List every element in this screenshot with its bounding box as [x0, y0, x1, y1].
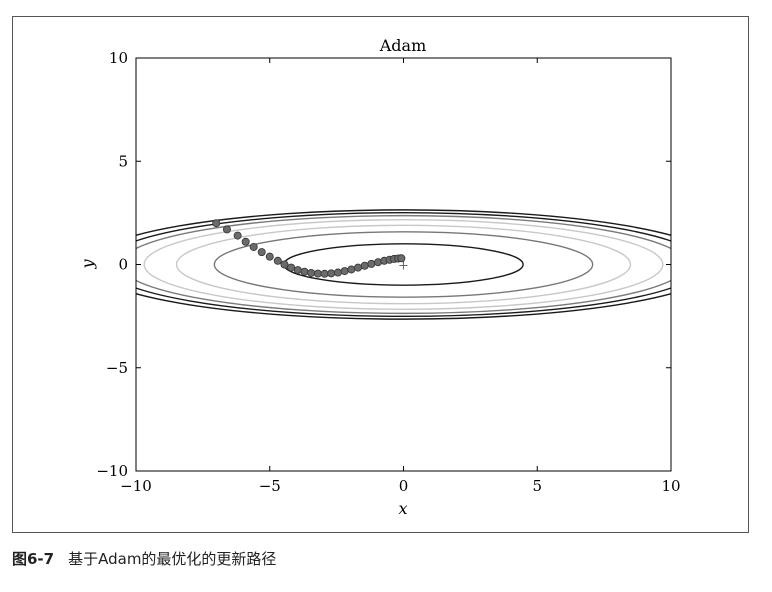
path-point-13: [313, 269, 322, 278]
contour-line-4: [136, 214, 671, 315]
contour-line-2: [175, 224, 632, 305]
path-point-5: [257, 248, 266, 257]
chart-title: Adam: [379, 36, 427, 55]
figure-caption: 图6-7 基于Adam的最优化的更新路径: [12, 548, 276, 569]
path-point-0: [212, 219, 221, 228]
x-tick-label-0: −10: [120, 477, 152, 495]
path-point-14: [320, 269, 329, 278]
y-tick-label-0: −10: [96, 462, 128, 480]
caption-text: 基于Adam的最优化的更新路径: [68, 550, 277, 568]
path-point-18: [347, 265, 356, 274]
adam-optimization-chart: + −10 −5 0 5 10 −10 −5 0 5 10 Adam x y: [78, 36, 681, 518]
path-point-2: [233, 231, 242, 240]
contour-lines: +: [136, 209, 671, 320]
path-point-8: [280, 260, 289, 269]
path-point-12: [307, 268, 316, 277]
x-tick-label-4: 10: [661, 477, 680, 495]
path-point-10: [293, 266, 302, 275]
path-point-11: [300, 267, 309, 276]
minimum-marker: +: [398, 259, 409, 274]
path-point-21: [367, 259, 376, 268]
y-tick-label-2: 0: [118, 256, 128, 274]
path-point-16: [333, 268, 342, 277]
path-point-20: [360, 261, 369, 270]
contour-line-6: [136, 209, 671, 320]
path-point-19: [354, 263, 363, 272]
optimization-path: [212, 219, 406, 278]
y-tick-label-4: 10: [109, 49, 128, 67]
path-point-9: [287, 263, 296, 272]
path-point-4: [249, 242, 258, 251]
path-point-7: [273, 256, 282, 265]
path-point-27: [397, 254, 406, 263]
contour-line-5: [136, 211, 671, 318]
figure-frame: + −10 −5 0 5 10 −10 −5 0 5 10 Adam x y: [12, 16, 749, 533]
y-tick-label-3: 5: [118, 152, 128, 170]
figure-number: 图6-7: [12, 550, 55, 568]
x-axis-ticks: −10 −5 0 5 10: [120, 58, 681, 495]
contour-line-3: [143, 219, 664, 310]
path-point-3: [241, 237, 250, 246]
path-point-17: [340, 267, 349, 276]
contour-line-1: [213, 231, 594, 298]
y-axis-label: y: [78, 259, 97, 270]
y-axis-ticks: −10 −5 0 5 10: [96, 49, 671, 480]
x-axis-label: x: [398, 499, 407, 518]
x-tick-label-1: −5: [259, 477, 281, 495]
path-point-6: [265, 252, 274, 261]
x-tick-label-2: 0: [399, 477, 409, 495]
y-tick-label-1: −5: [106, 359, 128, 377]
path-point-1: [222, 225, 231, 234]
path-point-15: [327, 269, 336, 278]
x-tick-label-3: 5: [532, 477, 542, 495]
